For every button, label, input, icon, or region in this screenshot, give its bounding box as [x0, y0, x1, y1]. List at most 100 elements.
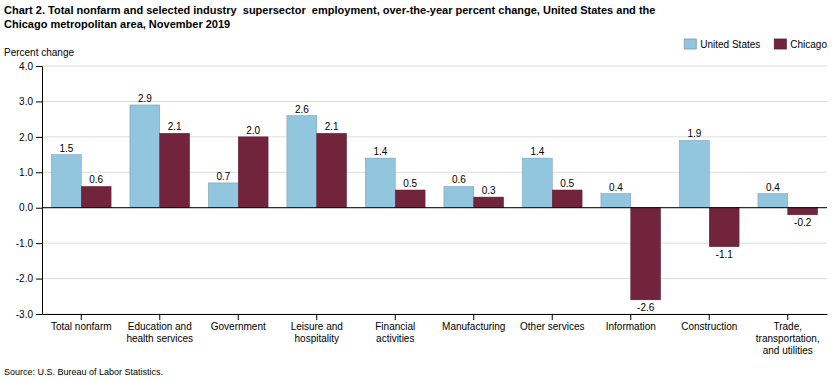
bar: [679, 140, 709, 207]
x-tick: Other services: [520, 314, 584, 332]
grid-line: [42, 101, 827, 102]
chart: Chart 2. Total nonfarm and selected indu…: [0, 0, 839, 380]
source-note: Source: U.S. Bureau of Labor Statistics.: [4, 367, 163, 377]
x-tick-label-line: Manufacturing: [442, 321, 505, 332]
y-tick-label: 2.0: [19, 132, 33, 143]
y-tick-label: 3.0: [19, 96, 33, 107]
y-tick-label: -2.0: [16, 273, 34, 284]
legend-label: Chicago: [790, 39, 827, 50]
x-tick-label-line: transportation,: [756, 333, 820, 344]
x-tick-label-line: activities: [376, 333, 414, 344]
data-label: -2.6: [637, 302, 655, 313]
x-tick-label: Financialactivities: [375, 321, 415, 344]
series-bars: [81, 133, 817, 300]
x-tick: Education andhealth services: [126, 314, 193, 344]
x-tick-label-line: Construction: [681, 321, 737, 332]
y-tick: -1.0: [16, 238, 42, 249]
y-axis: -3.0-2.0-1.00.01.02.03.04.0: [16, 61, 43, 320]
y-tick: -2.0: [16, 273, 42, 284]
x-tick-label-line: Other services: [520, 321, 584, 332]
x-tick-label: Government: [211, 321, 266, 332]
x-tick-mark: [238, 314, 239, 320]
data-label: 0.4: [609, 182, 623, 193]
x-tick-mark: [787, 314, 788, 320]
bar: [709, 208, 739, 247]
y-axis-title: Percent change: [4, 47, 74, 58]
data-label: 0.3: [482, 185, 496, 196]
x-tick-mark: [473, 314, 474, 320]
bar: [474, 197, 504, 208]
data-label: 1.9: [687, 128, 701, 139]
y-tick-label: 4.0: [19, 61, 33, 72]
bar: [365, 158, 395, 208]
y-tick: 4.0: [19, 61, 42, 72]
x-tick-label: Leisure andhospitality: [291, 321, 343, 344]
data-label: 0.4: [766, 182, 780, 193]
data-labels: 1.52.90.72.61.40.61.40.41.90.40.62.12.02…: [59, 93, 811, 313]
x-tick-label: Manufacturing: [442, 321, 505, 332]
y-tick-mark: [36, 137, 42, 138]
bar: [238, 137, 268, 208]
legend-label: United States: [700, 39, 760, 50]
legend-item: Chicago: [774, 39, 827, 50]
data-label: 1.4: [373, 146, 387, 157]
bar: [395, 190, 425, 208]
x-tick: Financialactivities: [375, 314, 415, 344]
title-line: Chart 2. Total nonfarm and selected indu…: [4, 4, 655, 16]
x-tick-label: Other services: [520, 321, 584, 332]
grid-line: [42, 278, 827, 279]
title: Chart 2. Total nonfarm and selected indu…: [4, 4, 655, 30]
x-tick-label: Information: [606, 321, 656, 332]
data-label: 0.5: [403, 178, 417, 189]
x-tick: Construction: [681, 314, 737, 332]
y-tick-mark: [36, 208, 42, 209]
bar: [522, 158, 552, 208]
x-tick: Trade,transportation,and utilities: [756, 314, 820, 356]
x-tick: Total nonfarm: [51, 314, 112, 332]
bar: [788, 208, 818, 215]
x-tick-mark: [709, 314, 710, 320]
x-tick: Manufacturing: [442, 314, 505, 332]
y-axis-line: [36, 67, 43, 315]
bar: [81, 186, 111, 207]
zero-line: [42, 207, 827, 208]
data-label: 2.1: [168, 121, 182, 132]
x-tick-mark: [395, 314, 396, 320]
x-tick-label-line: Financial: [375, 321, 415, 332]
x-tick-label-line: Education and: [128, 321, 192, 332]
legend-item: United States: [684, 39, 760, 50]
y-tick-mark: [36, 279, 42, 280]
y-tick: -3.0: [16, 309, 42, 320]
data-label: 0.6: [89, 174, 103, 185]
y-tick-mark: [36, 66, 42, 67]
y-tick-mark: [36, 314, 42, 315]
y-tick: 2.0: [19, 132, 42, 143]
legend: Chicago United States: [684, 39, 827, 50]
data-label: 1.4: [530, 146, 544, 157]
data-label: 2.1: [325, 121, 339, 132]
x-tick-mark: [552, 314, 553, 320]
bars: [51, 105, 817, 300]
data-label: -0.2: [794, 217, 812, 228]
data-label: 2.6: [295, 104, 309, 115]
x-tick-label-line: Government: [211, 321, 266, 332]
data-label: -1.1: [716, 249, 734, 260]
x-tick-label-line: hospitality: [295, 333, 339, 344]
data-label: 2.9: [138, 93, 152, 104]
x-tick-label-line: Total nonfarm: [51, 321, 112, 332]
data-label: 0.5: [560, 178, 574, 189]
bar: [160, 133, 190, 207]
grid-line: [42, 66, 827, 67]
y-tick: 3.0: [19, 96, 42, 107]
x-tick-label-line: Leisure and: [291, 321, 343, 332]
title-line: Chicago metropolitan area, November 2019: [4, 18, 230, 30]
x-tick-label-line: Trade,: [773, 321, 802, 332]
y-tick-mark: [36, 172, 42, 173]
grid: [42, 66, 827, 314]
x-tick: Information: [606, 314, 656, 332]
series-bars: [51, 105, 787, 208]
x-tick-label-line: and utilities: [763, 345, 813, 356]
x-tick-label: Education andhealth services: [126, 321, 193, 344]
bar: [552, 190, 582, 208]
x-tick: Government: [211, 314, 266, 332]
